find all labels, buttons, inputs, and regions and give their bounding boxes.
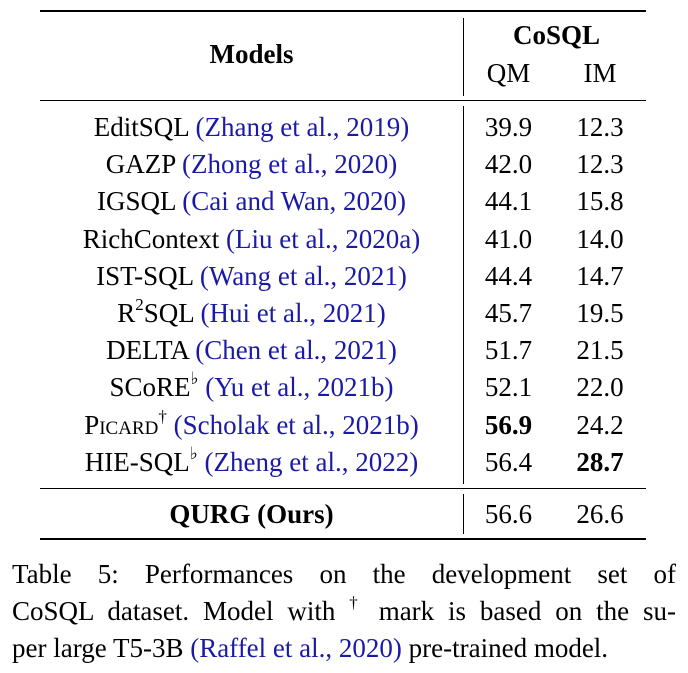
- table-row-model: Picard† (Scholak et al., 2021b): [40, 408, 463, 442]
- im-value: 19.5: [576, 298, 624, 328]
- column-divider: [463, 494, 465, 534]
- im-value: 24.2: [576, 409, 624, 440]
- table-row-model: GAZP (Zhong et al., 2020): [40, 147, 463, 181]
- column-divider: [463, 18, 465, 96]
- model-name: DELTA: [106, 335, 189, 366]
- model-name: GAZP: [105, 149, 176, 180]
- citation-link[interactable]: (Hui et al., 2021): [200, 298, 386, 328]
- qm-value: 56.4: [484, 446, 533, 477]
- citation-link[interactable]: (Chen et al., 2021): [195, 335, 397, 366]
- im-value: 14.7: [576, 260, 624, 291]
- column-divider: [463, 106, 465, 484]
- im-value: 28.7: [576, 446, 624, 477]
- model-name: IGSQL: [96, 186, 176, 217]
- top-rule: [40, 10, 646, 13]
- dagger-mark: †: [349, 593, 365, 612]
- citation-link[interactable]: (Scholak et al., 2021b): [173, 409, 419, 440]
- model-name: IST-SQL: [96, 260, 194, 291]
- model-name: SCoRE: [109, 372, 191, 403]
- im-value: 12.3: [576, 149, 624, 180]
- model-name: EditSQL: [93, 112, 189, 142]
- table-row-model: IGSQL (Cai and Wan, 2020): [40, 184, 463, 218]
- caption-text: per large T5-3B: [12, 633, 191, 663]
- header-qm: QM: [486, 58, 531, 88]
- model-name: Picard: [84, 409, 159, 440]
- citation-link[interactable]: (Zhong et al., 2020): [182, 149, 398, 180]
- table-caption: Table 5: Performances on the development…: [12, 556, 676, 667]
- ours-rule: [40, 488, 646, 490]
- model-mark: †: [158, 406, 167, 426]
- ours-model-name: QURG (Ours): [169, 499, 334, 529]
- im-value: 15.8: [576, 186, 624, 217]
- citation-link[interactable]: (Zheng et al., 2022): [204, 446, 419, 477]
- header-im: IM: [583, 58, 617, 88]
- im-value: 21.5: [576, 335, 624, 366]
- caption-text: mark is based on the su-: [364, 596, 676, 626]
- qm-value: 39.9: [484, 112, 533, 142]
- caption-text: pre-trained model.: [401, 633, 609, 663]
- table-row-model: DELTA (Chen et al., 2021): [40, 333, 463, 367]
- table-row-model: R2SQL (Hui et al., 2021): [40, 296, 463, 330]
- ours-qm: 56.6: [484, 499, 533, 529]
- qm-value: 42.0: [484, 149, 533, 180]
- citation-link[interactable]: (Yu et al., 2021b): [205, 372, 394, 403]
- citation-link[interactable]: (Cai and Wan, 2020): [182, 186, 407, 217]
- model-name: RichContext: [82, 223, 220, 254]
- citation-link[interactable]: (Liu et al., 2020a): [226, 223, 421, 254]
- table-row-model: IST-SQL (Wang et al., 2021): [40, 259, 463, 293]
- model-name: HIE-SQL: [84, 446, 190, 477]
- table-row-model: EditSQL (Zhang et al., 2019): [40, 110, 463, 144]
- citation-link[interactable]: (Zhang et al., 2019): [195, 112, 410, 142]
- model-mark: ♭: [189, 443, 198, 463]
- im-value: 14.0: [576, 223, 624, 254]
- table-row-model: RichContext (Liu et al., 2020a): [40, 222, 463, 256]
- bottom-rule: [40, 538, 646, 541]
- qm-value: 56.9: [484, 409, 533, 440]
- caption-text: CoSQL dataset. Model with: [12, 596, 350, 626]
- ours-im: 26.6: [576, 499, 624, 529]
- header-models: Models: [209, 39, 294, 69]
- header-rule: [40, 100, 646, 102]
- caption-line-2: CoSQL dataset. Model with † mark is base…: [12, 593, 676, 630]
- im-value: 12.3: [576, 112, 624, 142]
- header-cosql: CoSQL: [512, 20, 601, 50]
- qm-value: 44.1: [484, 186, 533, 217]
- model-name: R: [117, 298, 136, 328]
- model-mark: ♭: [190, 369, 199, 389]
- im-value: 22.0: [576, 372, 624, 403]
- qm-value: 45.7: [484, 298, 533, 328]
- qm-value: 44.4: [484, 260, 533, 291]
- caption-line-3: per large T5-3B (Raffel et al., 2020) pr…: [12, 630, 676, 667]
- qm-value: 51.7: [484, 335, 533, 366]
- caption-line-1: Table 5: Performances on the development…: [12, 559, 676, 589]
- caption-citation[interactable]: (Raffel et al., 2020): [190, 633, 402, 663]
- qm-value: 41.0: [484, 223, 533, 254]
- model-name-suffix: SQL: [143, 298, 194, 328]
- table-row-model: SCoRE♭ (Yu et al., 2021b): [40, 370, 463, 404]
- qm-value: 52.1: [484, 372, 533, 403]
- superscript: 2: [135, 295, 144, 314]
- table-row-model: HIE-SQL♭ (Zheng et al., 2022): [40, 445, 463, 479]
- citation-link[interactable]: (Wang et al., 2021): [199, 260, 407, 291]
